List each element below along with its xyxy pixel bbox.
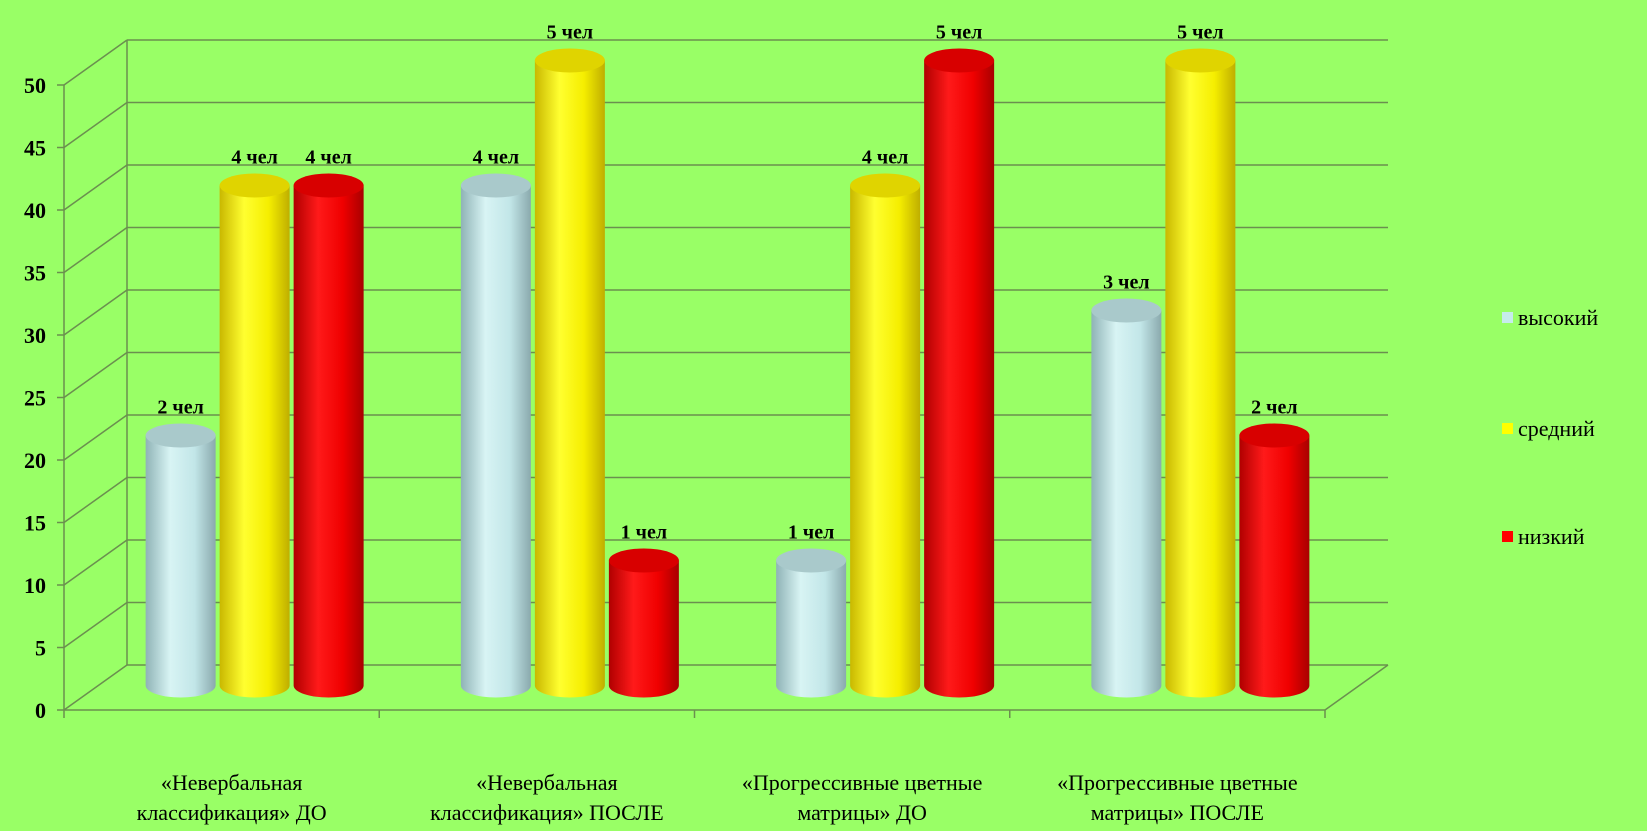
data-label: 4 чел (305, 147, 351, 169)
data-label: 5 чел (1177, 22, 1223, 44)
bar (460, 173, 531, 698)
gridline-diagonal (63, 664, 128, 711)
data-label: 4 чел (473, 147, 519, 169)
bar (608, 548, 679, 698)
y-tick-label: 35 (24, 261, 46, 286)
bar-top (924, 48, 995, 73)
bar-body (1165, 60, 1236, 698)
bar (293, 173, 364, 698)
bar-top (850, 173, 921, 198)
category-label: «Невербальная классификация» ДО (137, 770, 327, 825)
bar-top (1091, 298, 1162, 323)
bar (1239, 423, 1310, 698)
category-label-line: «Прогрессивные цветные (742, 770, 982, 795)
data-label: 5 чел (936, 22, 982, 44)
category-label-line: матрицы» ДО (797, 800, 927, 825)
data-label: 1 чел (788, 522, 834, 544)
bar-body (850, 185, 921, 698)
y-axis-ticks: 0 5 10 15 20 25 30 35 40 45 50 (24, 73, 64, 723)
category-label: «Прогрессивные цветные матрицы» ПОСЛЕ (1057, 770, 1297, 825)
bar-top (1239, 423, 1310, 448)
category-labels: «Невербальная классификация» ДО«Невербаль… (137, 770, 1298, 825)
bar (776, 548, 847, 698)
bar-top (293, 173, 364, 198)
bar (534, 48, 605, 698)
data-label: 2 чел (1251, 397, 1297, 419)
data-label: 1 чел (621, 522, 667, 544)
bar-top (1165, 48, 1236, 73)
data-label: 5 чел (547, 22, 593, 44)
y-tick-label: 20 (24, 448, 46, 473)
data-label: 4 чел (862, 147, 908, 169)
gridline-diagonal (63, 601, 128, 649)
floor-edge (1324, 664, 1389, 711)
data-labels: 2 чел 4 чел 4 чел 4 чел 5 чел 1 чел 1 чел 4 чел… (157, 22, 1297, 544)
legend-label: средний (1518, 416, 1595, 441)
data-label: 2 чел (157, 397, 203, 419)
bar-top (145, 423, 216, 448)
bar-body (608, 560, 679, 698)
category-label-line: классификация» ДО (137, 800, 327, 825)
bar (1091, 298, 1162, 698)
bar-top (608, 548, 679, 573)
bar-body (924, 60, 995, 698)
bar-body (1239, 435, 1310, 698)
bar-top (460, 173, 531, 198)
gridline-diagonal (63, 414, 128, 461)
bar (1165, 48, 1236, 698)
legend-swatch (1502, 312, 1513, 323)
y-tick-label: 25 (24, 386, 46, 411)
gridline-diagonal (63, 289, 128, 336)
category-label: «Невербальная классификация» ПОСЛЕ (430, 770, 664, 825)
gridline-diagonal (63, 226, 128, 274)
y-tick-label: 0 (35, 698, 46, 723)
category-label-line: «Невербальная (476, 770, 618, 795)
bar-top (534, 48, 605, 73)
category-label-line: классификация» ПОСЛЕ (430, 800, 664, 825)
bar-body (293, 185, 364, 698)
legend-swatch (1502, 423, 1513, 434)
gridline-diagonal (63, 164, 128, 211)
bar-body (460, 185, 531, 698)
legend-swatch (1502, 531, 1513, 542)
bar-body (1091, 310, 1162, 698)
y-tick-label: 5 (35, 636, 46, 661)
legend-label: высокий (1518, 305, 1598, 330)
y-tick-label: 10 (24, 573, 46, 598)
gridline-diagonal (63, 39, 128, 86)
category-label-line: «Невербальная (161, 770, 303, 795)
y-tick-label: 45 (24, 136, 46, 161)
data-label: 3 чел (1103, 272, 1149, 294)
legend: высокий средний низкий (1502, 305, 1598, 549)
category-label-line: матрицы» ПОСЛЕ (1091, 800, 1264, 825)
gridline-diagonal (63, 101, 128, 149)
category-label: «Прогрессивные цветные матрицы» ДО (742, 770, 982, 825)
bar (850, 173, 921, 698)
y-tick-label: 50 (24, 73, 46, 98)
bar (924, 48, 995, 698)
gridline-diagonal (63, 351, 128, 399)
gridline-diagonal (63, 476, 128, 524)
gridline-diagonal (63, 539, 128, 586)
y-tick-label: 15 (24, 511, 46, 536)
data-label: 4 чел (231, 147, 277, 169)
bar-body (219, 185, 290, 698)
legend-label: низкий (1518, 524, 1585, 549)
category-label-line: «Прогрессивные цветные (1057, 770, 1297, 795)
bar (145, 423, 216, 698)
bars (145, 48, 1310, 698)
bar-body (145, 435, 216, 698)
bar (219, 173, 290, 698)
bar-top (219, 173, 290, 198)
bar-body (776, 560, 847, 698)
y-tick-label: 40 (24, 198, 46, 223)
bar-top (776, 548, 847, 573)
bar-body (534, 60, 605, 698)
y-tick-label: 30 (24, 323, 46, 348)
